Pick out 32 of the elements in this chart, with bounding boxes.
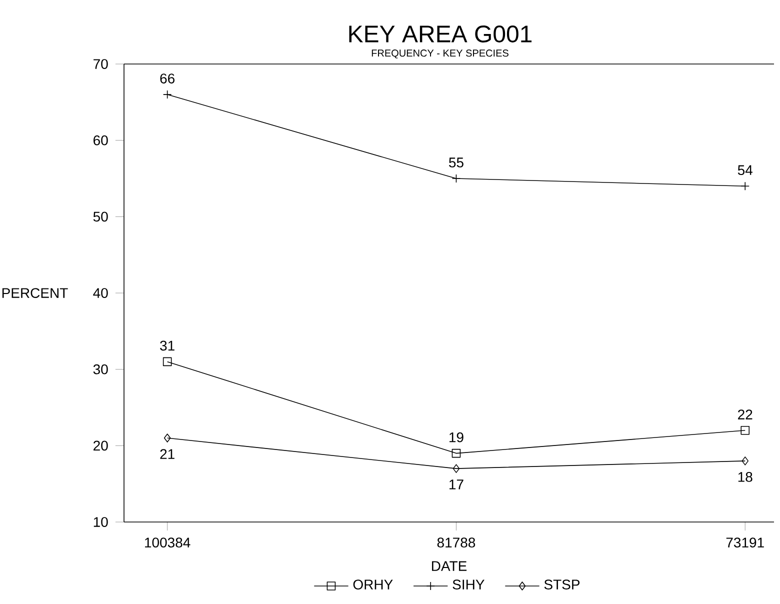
point xyxy=(162,357,172,366)
chart-title: KEY AREA G001 xyxy=(349,26,532,42)
x-tick-label: 73191 xyxy=(726,538,764,548)
data-label: 17 xyxy=(450,480,464,490)
data-label: 19 xyxy=(450,432,464,442)
data-label: 31 xyxy=(160,340,174,351)
y-tick-label: 40 xyxy=(93,288,108,298)
data-label: 22 xyxy=(738,410,752,420)
point xyxy=(740,426,750,435)
legend-label: ORHY xyxy=(353,580,393,590)
data-label: 55 xyxy=(449,158,464,168)
x-tick-label: 81788 xyxy=(437,538,476,548)
point xyxy=(452,448,461,458)
y-tick-label: 70 xyxy=(94,59,108,69)
chart-subtitle: FREQUENCY - KEY SPECIES xyxy=(372,50,508,58)
point xyxy=(164,434,171,442)
x-tick-label: 100384 xyxy=(145,538,190,548)
x-axis-title: DATE xyxy=(432,561,467,571)
legend-label: SIHY xyxy=(452,580,484,590)
y-tick-label: 20 xyxy=(94,440,108,451)
point xyxy=(452,464,460,473)
y-tick-label: 10 xyxy=(94,517,108,527)
data-label: 18 xyxy=(738,472,752,482)
y-tick-label: 30 xyxy=(93,364,108,374)
point xyxy=(742,456,749,466)
y-axis-title: PERCENT xyxy=(2,288,68,298)
y-tick-label: 50 xyxy=(93,212,108,222)
data-label: 54 xyxy=(738,165,752,176)
legend-label: STSP xyxy=(544,580,580,590)
y-tick-label: 60 xyxy=(94,135,108,146)
data-label: 21 xyxy=(160,449,174,459)
data-label: 66 xyxy=(160,74,174,84)
